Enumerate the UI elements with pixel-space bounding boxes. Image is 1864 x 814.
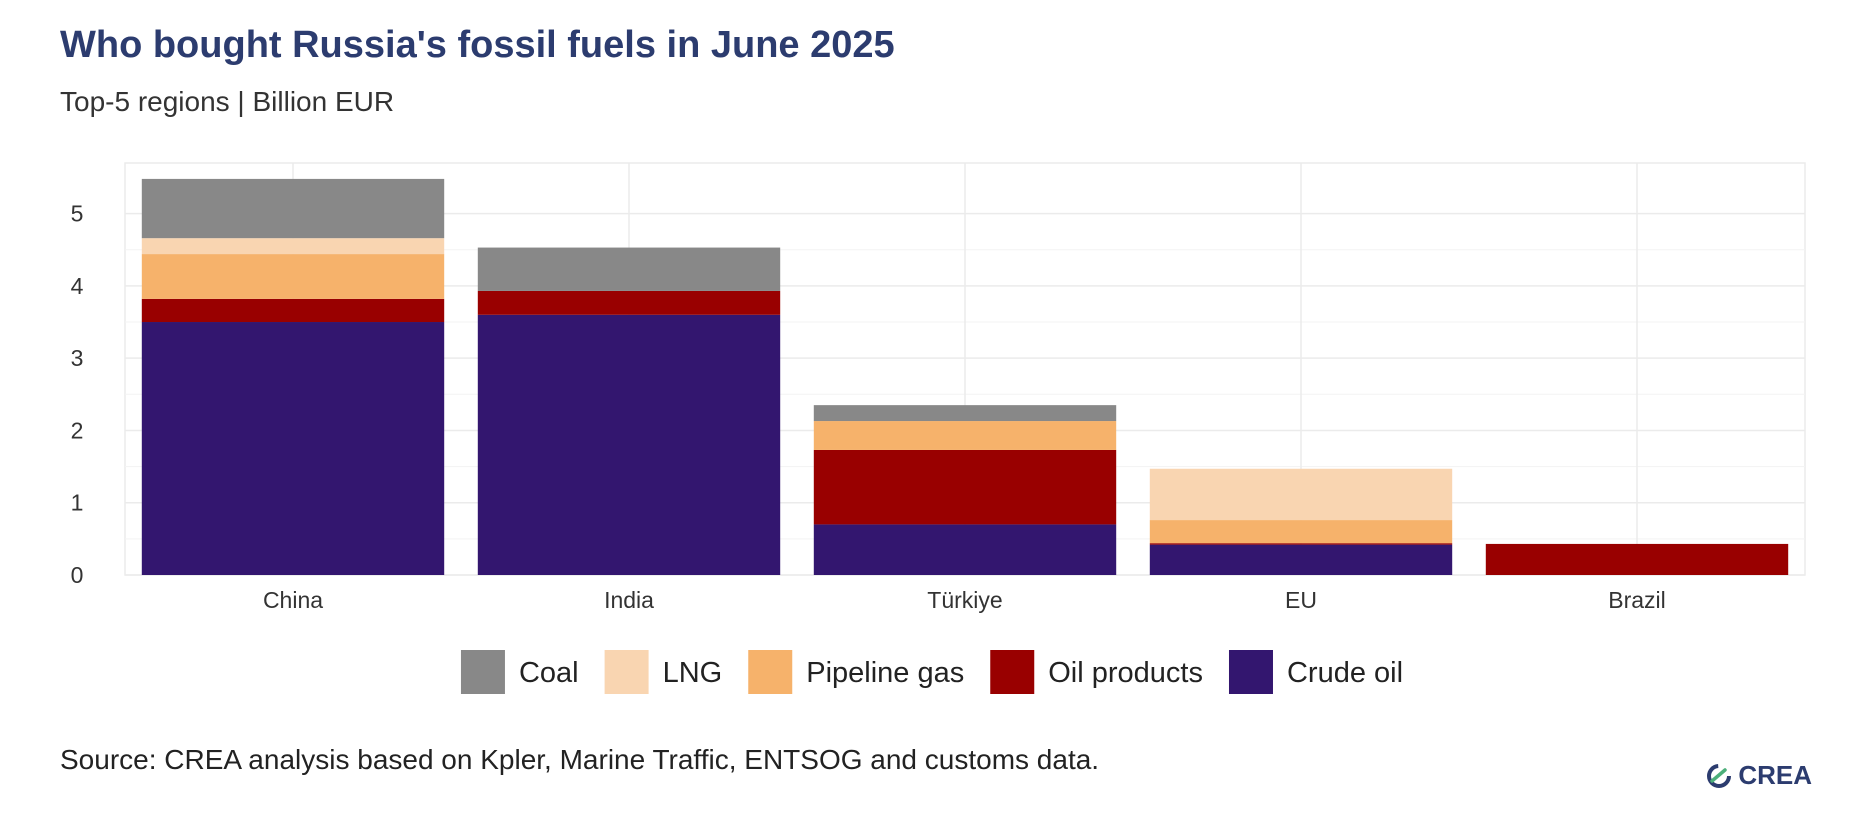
bar-segment	[141, 178, 445, 239]
bars	[141, 178, 1789, 575]
bar-segment	[1149, 544, 1453, 575]
legend-swatch	[604, 650, 649, 694]
bar-segment	[141, 298, 445, 323]
y-tick-label: 0	[71, 562, 84, 588]
bar-segment	[1149, 520, 1453, 544]
legend-label: LNG	[663, 657, 723, 689]
legend-label: Pipeline gas	[806, 657, 964, 689]
y-tick-label: 3	[71, 345, 84, 371]
bar-segment	[477, 247, 781, 291]
legend-swatch	[460, 650, 505, 694]
crea-logo-icon	[1707, 763, 1732, 788]
bar-segment	[477, 290, 781, 315]
stacked-bar-chart: 0 1 2 3 4 5 China India Türkiye EU Brazil Coal LNG…	[71, 162, 1806, 694]
bar-segment	[1149, 468, 1453, 521]
chart-subtitle: Top-5 regions | Billion EUR	[60, 86, 395, 117]
bar-segment	[813, 524, 1117, 575]
bar-segment	[141, 238, 445, 255]
legend-swatch	[748, 650, 793, 694]
bar-segment	[1485, 543, 1789, 575]
bar-segment	[141, 254, 445, 299]
x-axis: China India Türkiye EU Brazil	[263, 587, 1666, 613]
y-tick-label: 1	[71, 490, 84, 516]
legend-swatch	[990, 650, 1035, 694]
y-tick-label: 4	[71, 273, 84, 299]
legend-label: Crude oil	[1287, 657, 1403, 689]
y-tick-label: 5	[71, 201, 84, 227]
chart-title: Who bought Russia's fossil fuels in June…	[60, 24, 895, 66]
y-tick-label: 2	[71, 417, 84, 443]
x-tick-label: Türkiye	[927, 587, 1002, 613]
x-tick-label: China	[263, 587, 323, 613]
legend: Coal LNG Pipeline gas Oil products Crude oil	[460, 650, 1403, 694]
crea-logo: CREA	[1706, 760, 1812, 791]
legend-label: Coal	[519, 657, 579, 689]
brand-name: CREA	[1738, 760, 1812, 790]
bar-segment	[813, 421, 1117, 450]
x-tick-label: Brazil	[1608, 587, 1666, 613]
bar-segment	[1149, 543, 1453, 545]
bar-segment	[477, 314, 781, 575]
bar-segment	[813, 449, 1117, 525]
y-axis: 0 1 2 3 4 5	[71, 201, 84, 588]
source-note: Source: CREA analysis based on Kpler, Ma…	[60, 744, 1100, 775]
bar-segment	[813, 405, 1117, 422]
legend-label: Oil products	[1048, 657, 1203, 689]
bar-segment	[141, 322, 445, 575]
x-tick-label: India	[604, 587, 654, 613]
legend-swatch	[1228, 650, 1273, 694]
x-tick-label: EU	[1285, 587, 1317, 613]
